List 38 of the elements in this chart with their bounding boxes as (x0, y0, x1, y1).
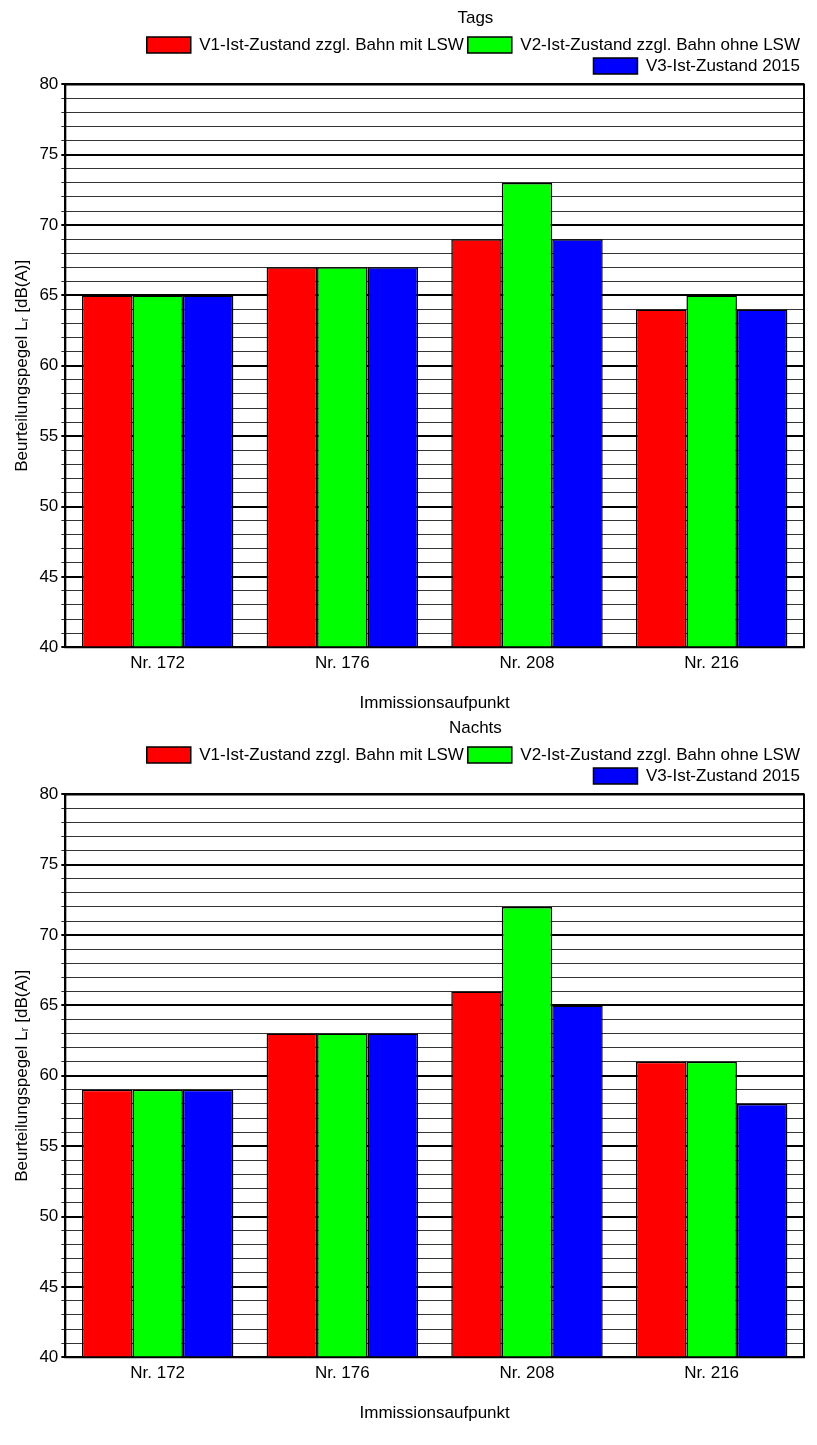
y-tick-label: 45 (39, 1276, 59, 1296)
y-tick-label: 40 (39, 1346, 59, 1366)
y-tick-label: 80 (39, 784, 59, 804)
y-tick-label: 55 (39, 1135, 59, 1155)
legend-label: V1-Ist-Zustand zzgl. Bahn mit LSW (199, 34, 464, 54)
y-tick-label: 70 (39, 214, 59, 234)
y-tick-label: 50 (39, 1206, 59, 1226)
y-tick-label: 60 (39, 1065, 59, 1085)
y-tick-label: 60 (39, 355, 59, 375)
y-tick-label: 65 (39, 285, 59, 305)
y-axis-title: Beurteilungspegel Lᵣ [dB(A)] (11, 259, 31, 472)
x-tick-label: Nr. 208 (499, 1363, 555, 1383)
legend-title: Nachts (448, 718, 502, 738)
y-tick-label: 50 (39, 496, 59, 516)
legend-label: V3-Ist-Zustand 2015 (645, 55, 800, 75)
y-tick-label: 70 (39, 924, 59, 944)
x-tick-label: Nr. 172 (130, 653, 186, 673)
y-tick-label: 80 (39, 74, 59, 94)
x-tick-label: Nr. 176 (314, 1363, 370, 1383)
y-tick-label: 40 (39, 636, 59, 656)
legend-label: V2-Ist-Zustand zzgl. Bahn ohne LSW (520, 744, 801, 764)
legend-title: Tags (457, 8, 494, 28)
y-tick-label: 55 (39, 425, 59, 445)
y-tick-label: 65 (39, 995, 59, 1015)
x-axis-title: Immissionsaufpunkt (359, 1403, 511, 1423)
y-tick-label: 45 (39, 566, 59, 586)
x-tick-label: Nr. 208 (499, 653, 555, 673)
y-tick-label: 75 (39, 854, 59, 874)
x-axis-title: Immissionsaufpunkt (359, 693, 511, 713)
x-tick-label: Nr. 176 (314, 653, 370, 673)
legend-label: V3-Ist-Zustand 2015 (645, 765, 800, 785)
x-tick-label: Nr. 216 (684, 653, 740, 673)
y-axis-title: Beurteilungspegel Lᵣ [dB(A)] (11, 969, 31, 1182)
y-tick-label: 75 (39, 144, 59, 164)
legend-label: V1-Ist-Zustand zzgl. Bahn mit LSW (199, 744, 464, 764)
legend-label: V2-Ist-Zustand zzgl. Bahn ohne LSW (520, 34, 801, 54)
x-tick-label: Nr. 216 (684, 1363, 740, 1383)
x-tick-label: Nr. 172 (130, 1363, 186, 1383)
